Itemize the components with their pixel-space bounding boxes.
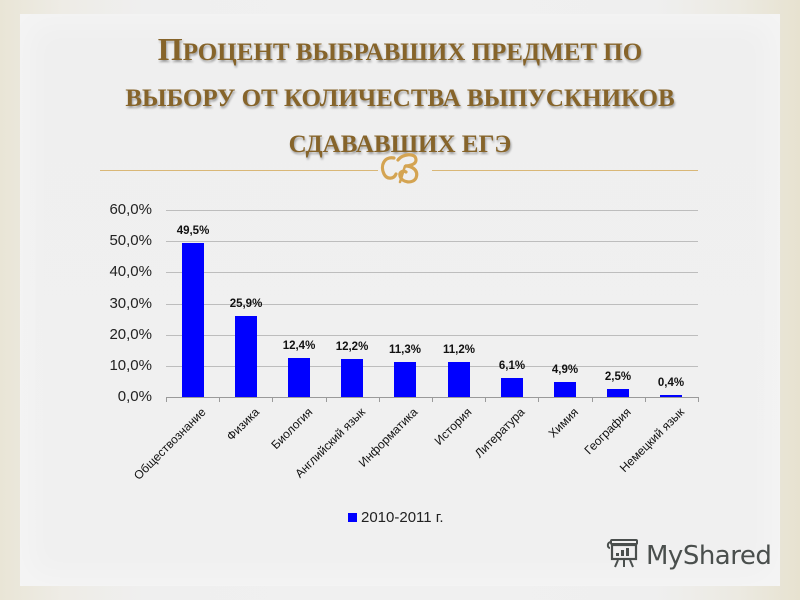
bar-10[interactable] — [660, 395, 682, 397]
x-axis-tick — [326, 397, 327, 402]
y-axis-tick-label: 30,0% — [109, 295, 152, 312]
bar-9[interactable] — [607, 389, 629, 397]
y-axis-tick-label: 40,0% — [109, 263, 152, 280]
ornament-icon — [372, 146, 432, 190]
legend-label: 2010-2011 г. — [361, 509, 444, 526]
x-axis-tick — [645, 397, 646, 402]
y-axis-tick-label: 20,0% — [109, 326, 152, 343]
bar-1[interactable] — [182, 243, 204, 397]
y-axis-tick-label: 0,0% — [117, 388, 152, 405]
data-label: 25,9% — [229, 298, 263, 310]
x-axis-category-label: Обществознание — [131, 405, 209, 483]
x-axis-tick — [592, 397, 593, 402]
data-label: 12,4% — [282, 340, 316, 352]
myshared-watermark[interactable]: MyShared — [606, 537, 772, 574]
gridline — [166, 366, 698, 367]
bar-2[interactable] — [235, 316, 257, 397]
watermark-text: MyShared — [646, 540, 772, 571]
bar-6[interactable] — [448, 362, 470, 397]
gridline — [166, 335, 698, 336]
legend-swatch — [348, 513, 357, 522]
x-axis-category-label: Литература — [471, 405, 528, 461]
chart-legend: 2010-2011 г. — [348, 509, 444, 526]
y-axis-tick-label: 60,0% — [109, 201, 152, 218]
title-line-3: сдававших ЕГЭ — [288, 131, 512, 158]
gridline — [166, 241, 698, 242]
data-label: 49,5% — [176, 225, 210, 237]
x-axis-tick — [166, 397, 167, 402]
x-axis-tick — [538, 397, 539, 402]
data-label: 11,2% — [443, 344, 475, 356]
x-axis-tick — [379, 397, 380, 402]
bar-4[interactable] — [341, 359, 363, 397]
x-axis-category-label: География — [581, 405, 634, 458]
data-label: 12,2% — [335, 341, 369, 353]
bar-5[interactable] — [394, 362, 416, 397]
title-divider-right — [432, 170, 698, 171]
presentation-board-icon — [606, 537, 640, 574]
x-axis-tick — [432, 397, 433, 402]
x-axis-category-label: Химия — [545, 405, 582, 441]
x-axis-tick — [698, 397, 699, 402]
gridline — [166, 304, 698, 305]
data-label: 11,3% — [389, 344, 421, 356]
title-line-1: Процент выбравших предмет по — [157, 31, 643, 67]
x-axis-category-label: Физика — [223, 405, 263, 444]
x-axis-category-label: История — [431, 405, 475, 448]
x-axis-tick — [219, 397, 220, 402]
slide-frame — [20, 14, 780, 586]
slide-title: Процент выбравших предмет по выбору от к… — [60, 26, 740, 168]
data-label: 6,1% — [498, 360, 526, 372]
y-axis-tick-label: 50,0% — [109, 232, 152, 249]
data-label: 0,4% — [657, 377, 685, 389]
title-divider-left — [100, 170, 378, 171]
gridline — [166, 210, 698, 211]
x-axis-tick — [485, 397, 486, 402]
bar-8[interactable] — [554, 382, 576, 397]
data-label: 4,9% — [551, 364, 579, 376]
bar-3[interactable] — [288, 358, 310, 397]
title-line-2: выбору от количества выпускников — [125, 85, 675, 112]
bar-7[interactable] — [501, 378, 523, 397]
x-axis-tick — [272, 397, 273, 402]
gridline — [166, 272, 698, 273]
data-label: 2,5% — [604, 371, 632, 383]
x-axis-category-label: Биология — [268, 405, 316, 452]
y-axis-tick-label: 10,0% — [109, 357, 152, 374]
